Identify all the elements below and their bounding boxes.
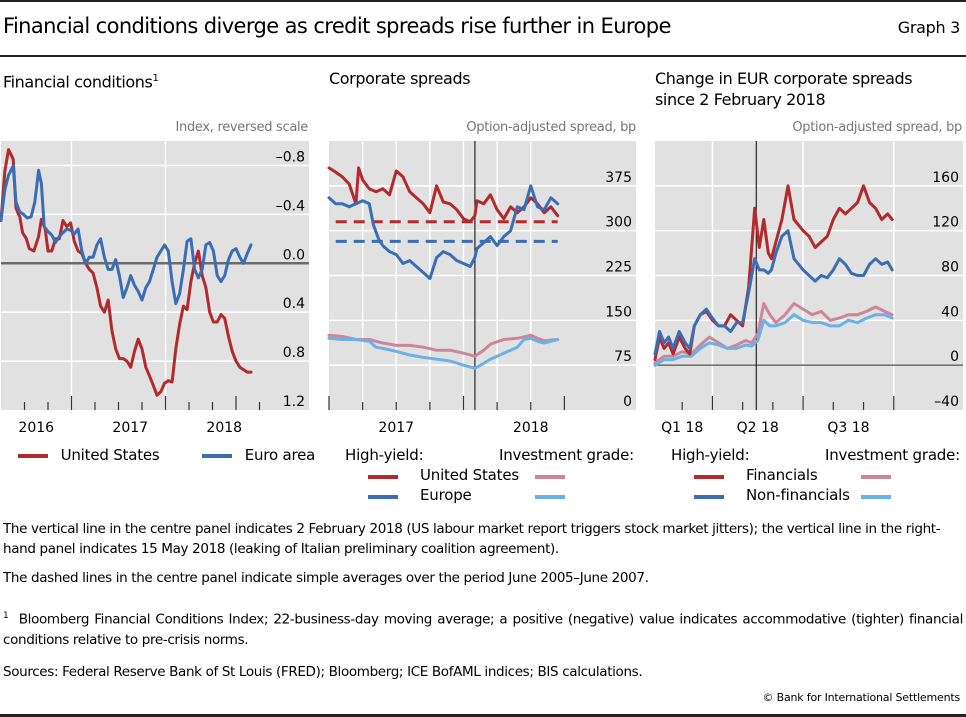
panel2-title: Corporate spreads	[329, 69, 471, 88]
panel1-xtick-label: 2018	[206, 420, 242, 436]
panel3-series-high-yield-non-financials	[653, 229, 894, 356]
panel2-ytick-label: 75	[614, 349, 632, 365]
panel3-ytick-label: –40	[934, 394, 959, 410]
legend-swatch-hy-financials	[694, 475, 724, 479]
legend-investment-grade-heading: Investment grade:	[499, 446, 635, 464]
legend-label-euro-area: Euro area	[244, 446, 316, 464]
panel1-unit-label: Index, reversed scale	[175, 120, 309, 135]
panel1-title-footnote: 1	[152, 73, 159, 84]
footnote-text: Bloomberg Financial Conditions Index; 22…	[3, 611, 963, 648]
copyright: © Bank for International Settlements	[762, 691, 961, 704]
legend-swatch-ig-us	[535, 475, 565, 479]
legend-swatch-ig-financials	[861, 475, 891, 479]
panel3-xtick-label: Q2 18	[737, 420, 779, 436]
legend-high-yield-heading: High-yield:	[671, 446, 750, 464]
panel3-series-investment-grade-financials	[653, 302, 894, 365]
panel3-ytick-label: 120	[932, 215, 959, 231]
legend-label-united-states: United States	[420, 466, 519, 484]
sources: Sources: Federal Reserve Bank of St Loui…	[3, 664, 643, 680]
title-rule	[0, 55, 966, 57]
panel3-xtick-label: Q3 18	[827, 420, 869, 436]
legend-swatch-ig-europe	[535, 495, 565, 499]
legend-label-united-states: United States	[60, 446, 160, 464]
panel3-series-investment-grade-non-financials	[653, 313, 894, 367]
panel1-ytick-label: 0.0	[283, 247, 305, 263]
legend-swatch-euro-area	[202, 453, 233, 458]
panel3-legend: High-yield: Investment grade: Financials…	[671, 446, 966, 506]
legend-label-europe: Europe	[420, 486, 472, 504]
graph-title: Financial conditions diverge as credit s…	[3, 14, 671, 38]
panel1-plot-background	[1, 141, 309, 410]
charts-canvas: –0.8 –0.4 0.0 0.4 0.8 1.2 2016 2017 2018 0 75 150 22…	[0, 141, 963, 436]
panel3-ytick-label: 160	[932, 170, 959, 186]
panel2-ytick-label: 300	[605, 215, 632, 231]
top-rule	[0, 0, 966, 2]
panel3-ytick-label: 40	[941, 304, 959, 320]
panel2-ytick-label: 0	[623, 394, 632, 410]
panel2-unit-label: Option-adjusted spread, bp	[466, 120, 636, 135]
panel2-ytick-label: 225	[605, 260, 632, 276]
panel2-legend: High-yield: Investment grade: United Sta…	[345, 446, 645, 506]
panel1-ytick-label: 0.8	[283, 345, 305, 361]
note-dashed-lines: The dashed lines in the centre panel ind…	[3, 570, 649, 586]
legend-label-financials: Financials	[746, 466, 818, 484]
panel2-series-investment-grade-europe	[327, 336, 560, 370]
panel2-series-high-yield-europe	[327, 184, 560, 280]
panel1-ytick-label: 0.4	[283, 296, 305, 312]
panel3-title: Change in EUR corporate spreads since 2 …	[655, 69, 913, 109]
panel1-title: Financial conditions1	[3, 68, 159, 92]
panel1-ytick-label: –0.4	[276, 198, 305, 214]
panel2-series-investment-grade-united-states	[327, 333, 560, 358]
panel3-xtick-label: Q1 18	[661, 420, 703, 436]
panel1-series-euro-area	[0, 164, 253, 306]
panel3-unit-label: Option-adjusted spread, bp	[792, 120, 962, 135]
legend-swatch-hy-us	[368, 475, 398, 479]
bottom-rule	[0, 714, 966, 717]
legend-high-yield-heading: High-yield:	[345, 446, 424, 464]
panel1-legend: United States Euro area	[18, 446, 315, 464]
panel1-ytick-label: 1.2	[283, 394, 305, 410]
note-vertical-lines: The vertical line in the centre panel in…	[3, 521, 941, 557]
footnote-1: 1 Bloomberg Financial Conditions Index; …	[3, 606, 963, 650]
legend-swatch-ig-non-financials	[861, 495, 891, 499]
panel2-ytick-label: 150	[605, 304, 632, 320]
panel1-ytick-label: –0.8	[276, 149, 305, 165]
panel2-xtick-label: 2017	[378, 420, 414, 436]
legend-investment-grade-heading: Investment grade:	[825, 446, 961, 464]
panel2-series-high-yield-united-states	[327, 166, 560, 224]
panel1-xtick-label: 2017	[112, 420, 148, 436]
panel3-ytick-label: 80	[941, 260, 959, 276]
legend-swatch-hy-europe	[368, 495, 398, 499]
panel1-series-united-states	[0, 148, 253, 397]
graph-number: Graph 3	[897, 18, 961, 37]
panel1-xtick-label: 2016	[18, 420, 54, 436]
panel2-ytick-label: 375	[605, 170, 632, 186]
footnote-marker: 1	[3, 611, 9, 621]
panel1-title-text: Financial conditions	[3, 72, 153, 92]
legend-swatch-united-states	[18, 453, 48, 458]
panel2-xtick-label: 2018	[513, 420, 549, 436]
legend-swatch-hy-non-financials	[694, 495, 724, 499]
panel3-ytick-label: 0	[950, 349, 959, 365]
legend-label-non-financials: Non-financials	[746, 486, 850, 504]
